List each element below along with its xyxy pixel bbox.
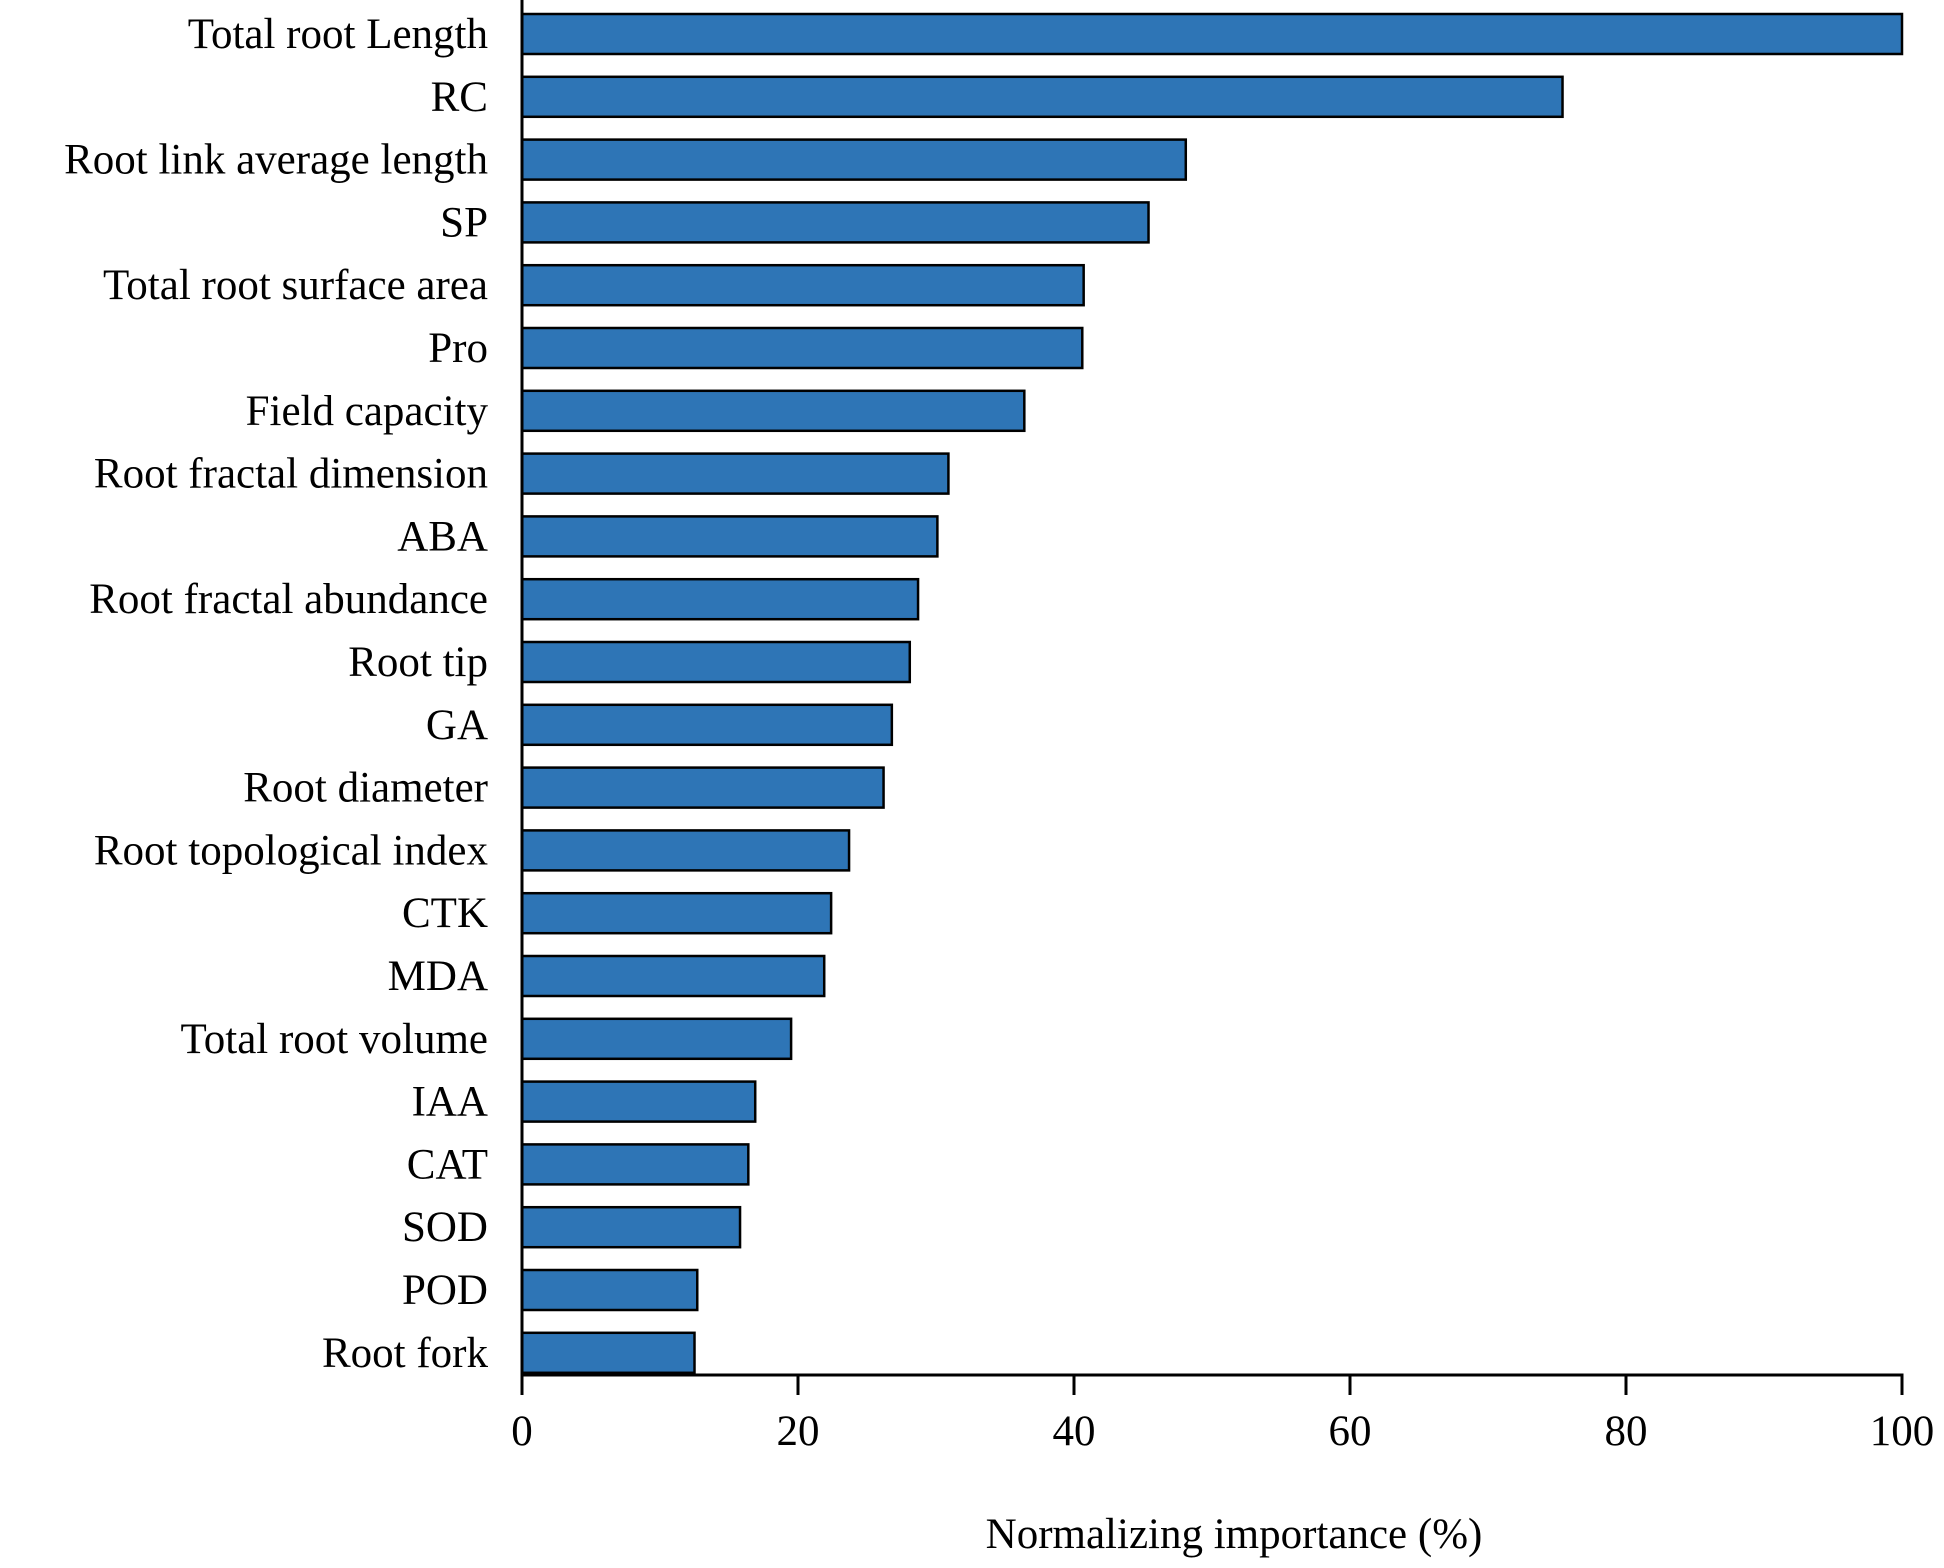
category-label: Root tip — [348, 639, 488, 686]
category-labels: Total root Length RC Root link average len… — [64, 11, 488, 1377]
category-label: Root topological index — [94, 827, 488, 874]
bar — [522, 516, 937, 556]
x-tick-label: 80 — [1605, 1408, 1648, 1455]
bar — [522, 830, 849, 870]
bar — [522, 1019, 791, 1059]
bar — [522, 956, 824, 996]
category-label: CAT — [407, 1141, 488, 1188]
bar — [522, 140, 1186, 180]
category-label: Total root Length — [188, 11, 488, 58]
category-label: Root fractal abundance — [89, 576, 488, 623]
x-axis-title: Normalizing importance (%) — [986, 1511, 1483, 1558]
bar — [522, 454, 948, 494]
x-tick-label: 0 — [511, 1408, 533, 1455]
bar-chart: Total root Length RC Root link average len… — [0, 0, 1944, 1568]
bar — [522, 77, 1563, 117]
category-label: Total root volume — [181, 1016, 489, 1063]
category-label: CTK — [402, 890, 488, 937]
bar — [522, 579, 918, 619]
category-label: Total root surface area — [103, 262, 488, 309]
bar — [522, 642, 910, 682]
bar — [522, 265, 1084, 305]
x-tick-label: 20 — [777, 1408, 820, 1455]
category-label: GA — [426, 702, 488, 749]
x-tick-label: 40 — [1053, 1408, 1096, 1455]
bar — [522, 14, 1902, 54]
category-label: SOD — [402, 1204, 488, 1251]
category-label: Root fork — [322, 1330, 489, 1377]
bar — [522, 1144, 748, 1184]
category-label: Field capacity — [246, 388, 489, 435]
category-label: RC — [431, 74, 488, 121]
bar — [522, 893, 831, 933]
category-label: Root fractal dimension — [94, 451, 488, 498]
bar — [522, 1333, 695, 1373]
bar — [522, 328, 1082, 368]
category-label: Root diameter — [243, 765, 488, 812]
bars-group — [522, 14, 1902, 1373]
bar — [522, 705, 892, 745]
category-label: SP — [440, 199, 488, 246]
bar — [522, 1082, 755, 1122]
bar — [522, 1270, 697, 1310]
bar — [522, 1207, 740, 1247]
category-label: POD — [402, 1267, 488, 1314]
x-tick-label: 60 — [1329, 1408, 1372, 1455]
bar — [522, 768, 884, 808]
category-label: MDA — [388, 953, 488, 1000]
x-tick-label: 100 — [1870, 1408, 1935, 1455]
bar — [522, 391, 1024, 431]
x-ticks-group: 0 20 40 60 80 100 — [511, 1375, 1934, 1455]
category-label: IAA — [412, 1079, 488, 1126]
category-label: ABA — [397, 513, 488, 560]
category-label: Pro — [428, 325, 488, 372]
bar — [522, 202, 1149, 242]
category-label: Root link average length — [64, 137, 488, 184]
